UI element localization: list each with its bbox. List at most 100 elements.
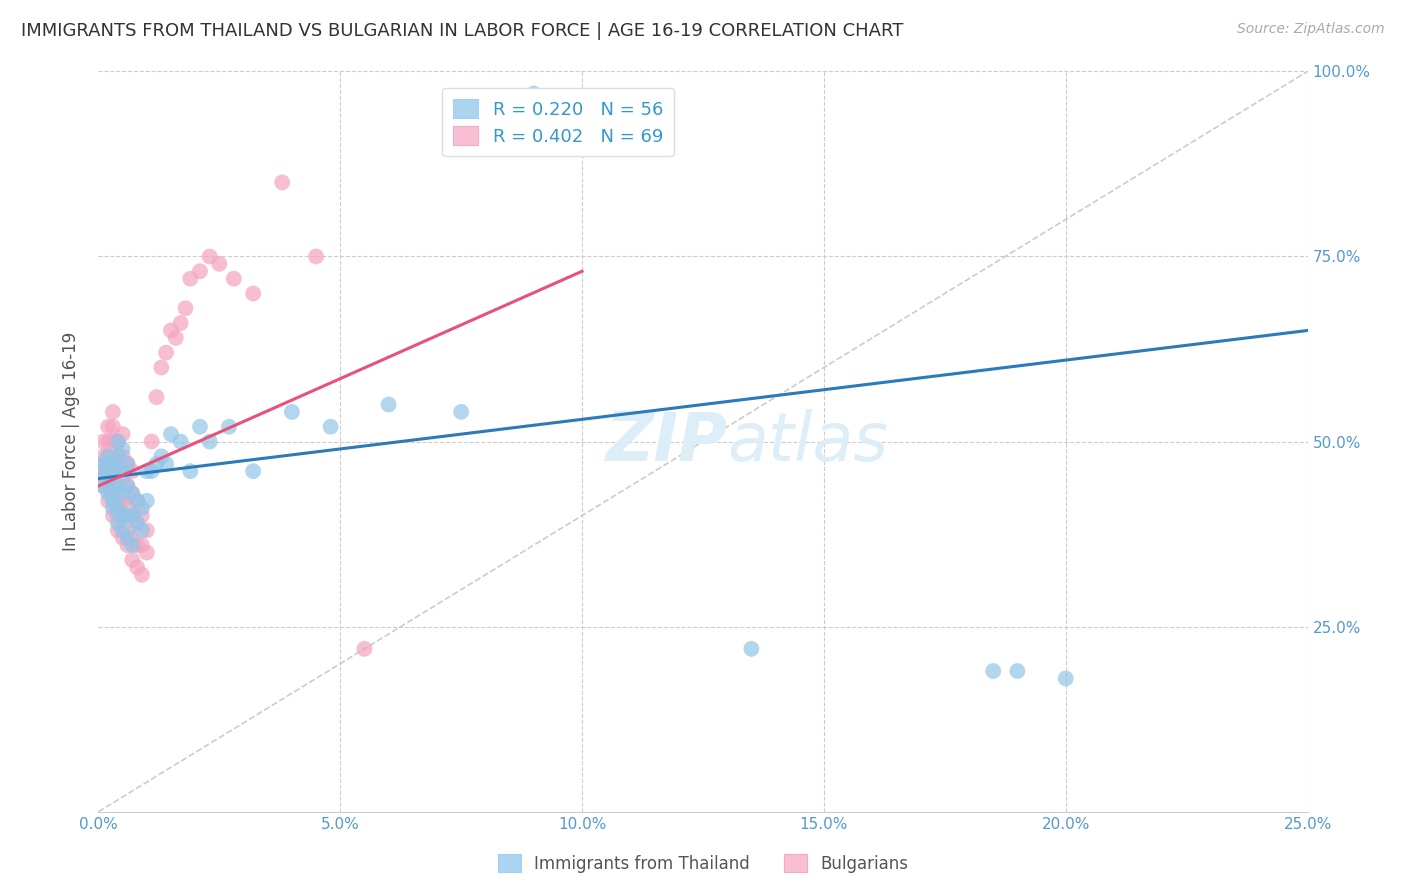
Point <box>160 324 183 338</box>
Point <box>111 442 134 456</box>
Point <box>97 493 120 508</box>
Point <box>131 524 153 538</box>
Point <box>281 405 304 419</box>
Point <box>165 331 187 345</box>
Point <box>222 271 245 285</box>
Point <box>127 560 149 574</box>
Point <box>169 434 191 449</box>
Point <box>131 567 153 582</box>
Point <box>377 398 399 412</box>
Point <box>111 531 134 545</box>
Point <box>188 264 211 278</box>
Point <box>117 501 139 516</box>
Point <box>160 427 183 442</box>
Point <box>101 479 124 493</box>
Point <box>117 524 139 538</box>
Point <box>450 405 472 419</box>
Point <box>145 457 167 471</box>
Point <box>91 464 114 478</box>
Point <box>174 301 197 316</box>
Point <box>107 501 129 516</box>
Point <box>121 538 143 552</box>
Point <box>111 493 134 508</box>
Point <box>111 450 134 464</box>
Point <box>121 508 143 523</box>
Point <box>97 450 120 464</box>
Point <box>91 471 114 485</box>
Point <box>111 427 134 442</box>
Point <box>127 493 149 508</box>
Point <box>179 464 201 478</box>
Point <box>97 479 120 493</box>
Point <box>1054 672 1077 686</box>
Point <box>127 493 149 508</box>
Point <box>107 434 129 449</box>
Point <box>101 501 124 516</box>
Point <box>198 434 221 449</box>
Point <box>305 250 328 264</box>
Point <box>131 501 153 516</box>
Point <box>91 479 114 493</box>
Point <box>101 508 124 523</box>
Point <box>121 486 143 500</box>
Point <box>155 457 177 471</box>
Point <box>101 471 124 485</box>
Point <box>97 450 120 464</box>
Point <box>91 457 114 471</box>
Point <box>107 434 129 449</box>
Point <box>242 464 264 478</box>
Point <box>111 464 134 478</box>
Point <box>155 345 177 359</box>
Point <box>198 250 221 264</box>
Point <box>271 175 294 190</box>
Point <box>97 471 120 485</box>
Point <box>121 553 143 567</box>
Text: ZIP: ZIP <box>606 409 727 475</box>
Point <box>91 479 114 493</box>
Point <box>107 493 129 508</box>
Point <box>135 493 157 508</box>
Point <box>107 464 129 478</box>
Point <box>107 450 129 464</box>
Point <box>523 87 546 101</box>
Legend: Immigrants from Thailand, Bulgarians: Immigrants from Thailand, Bulgarians <box>491 847 915 880</box>
Point <box>188 419 211 434</box>
Point <box>242 286 264 301</box>
Point <box>107 450 129 464</box>
Point <box>101 405 124 419</box>
Point <box>97 464 120 478</box>
Point <box>111 508 134 523</box>
Point <box>353 641 375 656</box>
Point <box>150 360 173 375</box>
Point <box>101 464 124 478</box>
Point <box>141 434 163 449</box>
Point <box>111 508 134 523</box>
Point <box>319 419 342 434</box>
Point <box>135 546 157 560</box>
Point <box>121 531 143 545</box>
Y-axis label: In Labor Force | Age 16-19: In Labor Force | Age 16-19 <box>62 332 80 551</box>
Point <box>135 524 157 538</box>
Point <box>91 464 114 478</box>
Point <box>121 508 143 523</box>
Point <box>101 493 124 508</box>
Point <box>97 457 120 471</box>
Point <box>218 419 240 434</box>
Point <box>169 316 191 330</box>
Point <box>101 419 124 434</box>
Point <box>107 516 129 530</box>
Point <box>117 457 139 471</box>
Point <box>121 486 143 500</box>
Point <box>101 450 124 464</box>
Point <box>107 479 129 493</box>
Point <box>91 450 114 464</box>
Point <box>111 486 134 500</box>
Point <box>91 434 114 449</box>
Point <box>97 434 120 449</box>
Text: Source: ZipAtlas.com: Source: ZipAtlas.com <box>1237 22 1385 37</box>
Point <box>107 464 129 478</box>
Point <box>111 471 134 485</box>
Point <box>107 479 129 493</box>
Point <box>117 457 139 471</box>
Point <box>97 419 120 434</box>
